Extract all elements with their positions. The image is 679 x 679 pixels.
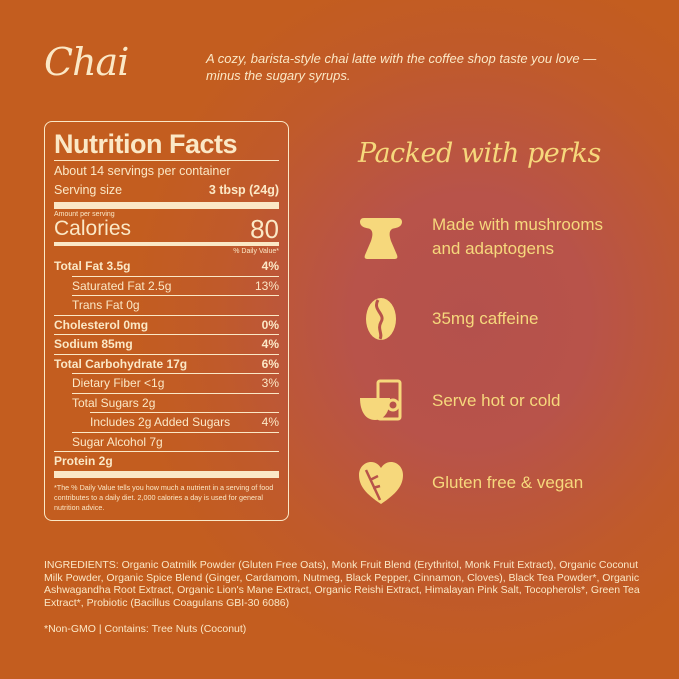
- cup-and-glass-icon: [360, 379, 402, 421]
- nutrient-label: Includes 2g Added Sugars: [90, 415, 231, 429]
- nutrient-row: Total Fat 3.5g 4%: [54, 257, 279, 276]
- nutrient-dv: 0%: [261, 317, 279, 332]
- nutrient-dv: 4%: [261, 259, 279, 273]
- calories-label: Calories: [54, 217, 132, 240]
- nutrient-dv: 6%: [261, 356, 279, 371]
- serving-size-label: Serving size: [54, 183, 123, 197]
- nutrient-row: Dietary Fiber <1g 3%: [54, 374, 279, 393]
- nutrient-label: Sodium 85mg: [54, 337, 133, 351]
- product-description: A cozy, barista-style chai latte with th…: [206, 51, 597, 83]
- nutrient-label: Trans Fat 0g: [72, 298, 140, 312]
- nutrient-dv: 3%: [261, 376, 279, 390]
- perk-hot-cold: Serve hot or cold: [358, 376, 561, 426]
- nutrient-label: Total Sugars 2g: [72, 395, 156, 410]
- dv-footnote: *The % Daily Value tells you how much a …: [54, 482, 274, 512]
- nutrient-row: Protein 2g: [54, 452, 279, 471]
- nutrient-row: Includes 2g Added Sugars 4%: [54, 413, 279, 432]
- nutrient-row: Total Sugars 2g: [54, 394, 279, 413]
- nutrient-label: Sugar Alcohol 7g: [72, 434, 163, 449]
- perks-heading: Packed with perks: [358, 138, 601, 169]
- nutrient-dv: 4%: [261, 415, 279, 429]
- nutrient-row: Sodium 85mg 4%: [54, 335, 279, 354]
- ingredients-list: INGREDIENTS: Organic Oatmilk Powder (Glu…: [44, 559, 640, 609]
- nutrient-label: Total Fat 3.5g: [54, 259, 131, 273]
- nutrient-label: Saturated Fat 2.5g: [72, 278, 172, 293]
- calories-value: 80: [250, 214, 279, 244]
- serving-size-value: 3 tbsp (24g): [208, 183, 279, 197]
- perk-caffeine: 35mg caffeine: [358, 294, 538, 344]
- perk-gluten-free: Gluten free & vegan: [358, 458, 583, 508]
- nutrient-row: Cholesterol 0mg 0%: [54, 316, 279, 335]
- coffee-bean-icon: [366, 298, 396, 340]
- allergen-statement: *Non-GMO | Contains: Tree Nuts (Coconut): [44, 623, 247, 635]
- nutrition-facts-panel: Nutrition Facts About 14 servings per co…: [44, 121, 289, 521]
- servings-per-container: About 14 servings per container: [54, 164, 231, 178]
- daily-value-label: % Daily Value*: [233, 248, 279, 255]
- nutrition-heading: Nutrition Facts: [54, 129, 238, 159]
- nutrient-label: Protein 2g: [54, 454, 113, 468]
- nutrient-label: Dietary Fiber <1g: [72, 376, 165, 390]
- nutrient-dv: 4%: [261, 337, 279, 351]
- nutrient-row: Trans Fat 0g: [54, 296, 279, 315]
- nutrient-row: Total Carbohydrate 17g 6%: [54, 355, 279, 374]
- nutrient-dv: 13%: [254, 278, 279, 293]
- nutrient-row: Sugar Alcohol 7g: [54, 433, 279, 452]
- nutrient-label: Cholesterol 0mg: [54, 317, 149, 332]
- nutrient-label: Total Carbohydrate 17g: [54, 356, 188, 371]
- product-title: Chai: [44, 40, 129, 84]
- nutrient-row: Saturated Fat 2.5g 13%: [54, 277, 279, 296]
- leaf-heart-icon: [359, 462, 403, 504]
- amount-per-serving: Amount per serving: [54, 211, 115, 218]
- perk-mushrooms: Made with mushrooms and adaptogens: [358, 212, 632, 262]
- mushroom-icon: [360, 218, 402, 259]
